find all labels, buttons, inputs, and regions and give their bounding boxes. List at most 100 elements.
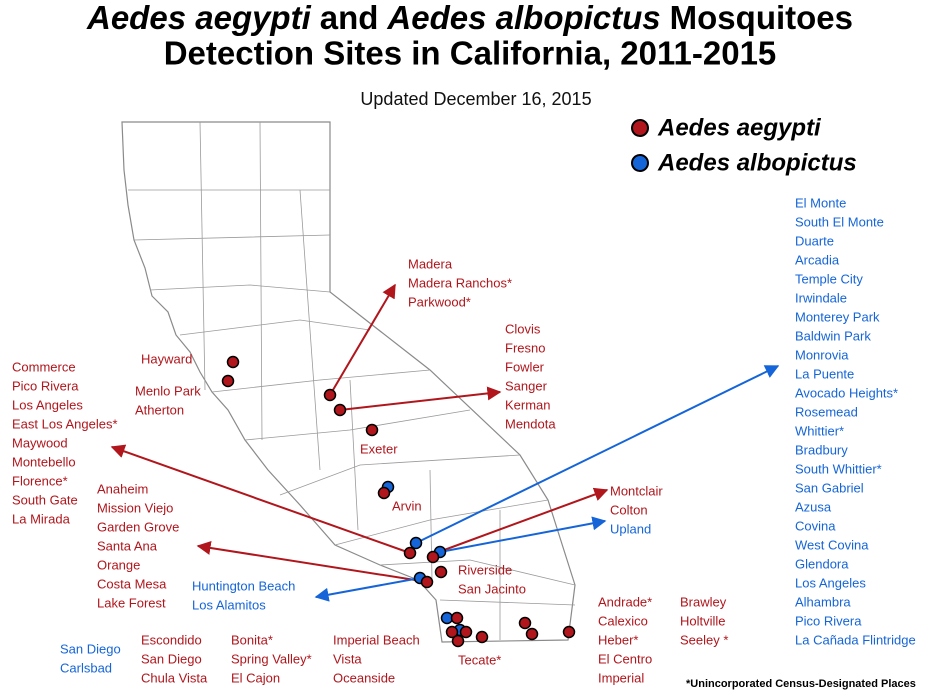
title-line-2: Detection Sites in California, 2011-2015 xyxy=(164,35,777,72)
place-name: La Puente xyxy=(795,366,854,381)
place-name: La Cañada Flintridge xyxy=(795,632,916,647)
place-name: Spring Valley* xyxy=(231,651,312,666)
place-name: Huntington Beach xyxy=(192,578,295,593)
site-dot xyxy=(365,423,379,437)
place-name: Garden Grove xyxy=(97,519,179,534)
place-name: Maywood xyxy=(12,435,68,450)
site-dot xyxy=(403,546,417,560)
place-name: Exeter xyxy=(360,441,398,456)
place-name: Mission Viejo xyxy=(97,500,173,515)
place-name: Carlsbad xyxy=(60,660,112,675)
title-word: and xyxy=(320,0,379,36)
place-name: Colton xyxy=(610,502,648,517)
place-name: Madera Ranchos* xyxy=(408,275,512,290)
site-dot xyxy=(226,355,240,369)
arrow xyxy=(196,541,416,581)
place-name: Imperial xyxy=(598,670,644,685)
place-name: Upland xyxy=(610,521,651,536)
place-name: Avocado Heights* xyxy=(795,385,898,400)
place-name: Monrovia xyxy=(795,347,849,362)
place-name: Covina xyxy=(795,518,836,533)
site-dot xyxy=(426,550,440,564)
place-name: Kerman xyxy=(505,397,551,412)
place-name: Heber* xyxy=(598,632,638,647)
place-name: Glendora xyxy=(795,556,849,571)
place-name: El Monte xyxy=(795,195,846,210)
place-name: Vista xyxy=(333,651,362,666)
place-name: Imperial Beach xyxy=(333,632,420,647)
place-name: South Whittier* xyxy=(795,461,882,476)
place-name: Santa Ana xyxy=(97,538,158,553)
state-outline xyxy=(121,121,576,643)
legend-dot xyxy=(631,119,649,137)
place-name: El Centro xyxy=(598,651,652,666)
place-name: Alhambra xyxy=(795,594,851,609)
legend-label: Aedes albopictus xyxy=(657,149,857,176)
place-name: West Covina xyxy=(795,537,869,552)
place-name: Whittier* xyxy=(795,423,844,438)
place-name: Brawley xyxy=(680,594,727,609)
overlay: Aedes aegypti Aedes albopictus Madera Mader… xyxy=(12,114,916,690)
place-name: Los Angeles xyxy=(795,575,866,590)
place-name: Duarte xyxy=(795,233,834,248)
place-name: Lake Forest xyxy=(97,595,166,610)
place-name: Costa Mesa xyxy=(97,576,167,591)
subtitle: Updated December 16, 2015 xyxy=(360,89,591,109)
site-dot xyxy=(525,627,539,641)
site-dot xyxy=(434,565,448,579)
site-dot xyxy=(562,625,576,639)
place-name: Azusa xyxy=(795,499,832,514)
place-name: Orange xyxy=(97,557,140,572)
county-lines xyxy=(128,121,576,640)
legend-label: Aedes aegypti xyxy=(657,114,822,141)
site-dot xyxy=(420,575,434,589)
site-dot xyxy=(323,388,337,402)
site-dot xyxy=(377,486,391,500)
place-name: Tecate* xyxy=(458,652,501,667)
title-line-1: Aedes aegypti and Aedes albopictus Mosquito… xyxy=(86,0,853,36)
site-dot xyxy=(445,625,459,639)
place-name: Bonita* xyxy=(231,632,273,647)
arrow xyxy=(329,283,396,396)
arrow xyxy=(435,487,609,554)
place-name: Montebello xyxy=(12,454,76,469)
species-name: Aedes albopictus xyxy=(386,0,660,36)
place-name: San Diego xyxy=(60,641,121,656)
place-name: Fowler xyxy=(505,359,545,374)
place-name: Parkwood* xyxy=(408,294,471,309)
place-name: Arcadia xyxy=(795,252,840,267)
site-dot xyxy=(221,374,235,388)
place-name: Montclair xyxy=(610,483,663,498)
place-name: San Jacinto xyxy=(458,581,526,596)
place-name: Sanger xyxy=(505,378,548,393)
place-name: Clovis xyxy=(505,321,541,336)
site-dot xyxy=(451,634,465,648)
place-name: Calexico xyxy=(598,613,648,628)
place-name: South El Monte xyxy=(795,214,884,229)
place-name: Commerce xyxy=(12,359,76,374)
species-name: Aedes aegypti xyxy=(86,0,312,36)
place-name: South Gate xyxy=(12,492,78,507)
place-name: Seeley * xyxy=(680,632,728,647)
place-name: East Los Angeles* xyxy=(12,416,118,431)
place-name: Anaheim xyxy=(97,481,148,496)
place-name: Chula Vista xyxy=(141,670,208,685)
arrow xyxy=(339,386,502,411)
arrow xyxy=(439,516,607,553)
place-name: Baldwin Park xyxy=(795,328,871,343)
place-name: Pico Rivera xyxy=(12,378,79,393)
place-name: Florence* xyxy=(12,473,68,488)
place-name: Mendota xyxy=(505,416,556,431)
title-word: Mosquitoes xyxy=(670,0,853,36)
site-dot xyxy=(459,625,473,639)
place-name: Escondido xyxy=(141,632,202,647)
legend-dot xyxy=(631,154,649,172)
place-name: San Diego xyxy=(141,651,202,666)
site-dot xyxy=(409,536,423,550)
place-name: El Cajon xyxy=(231,670,280,685)
place-name: San Gabriel xyxy=(795,480,864,495)
place-name: Menlo Park xyxy=(135,383,201,398)
place-name: Monterey Park xyxy=(795,309,880,324)
place-name: Andrade* xyxy=(598,594,652,609)
site-dot xyxy=(333,403,347,417)
